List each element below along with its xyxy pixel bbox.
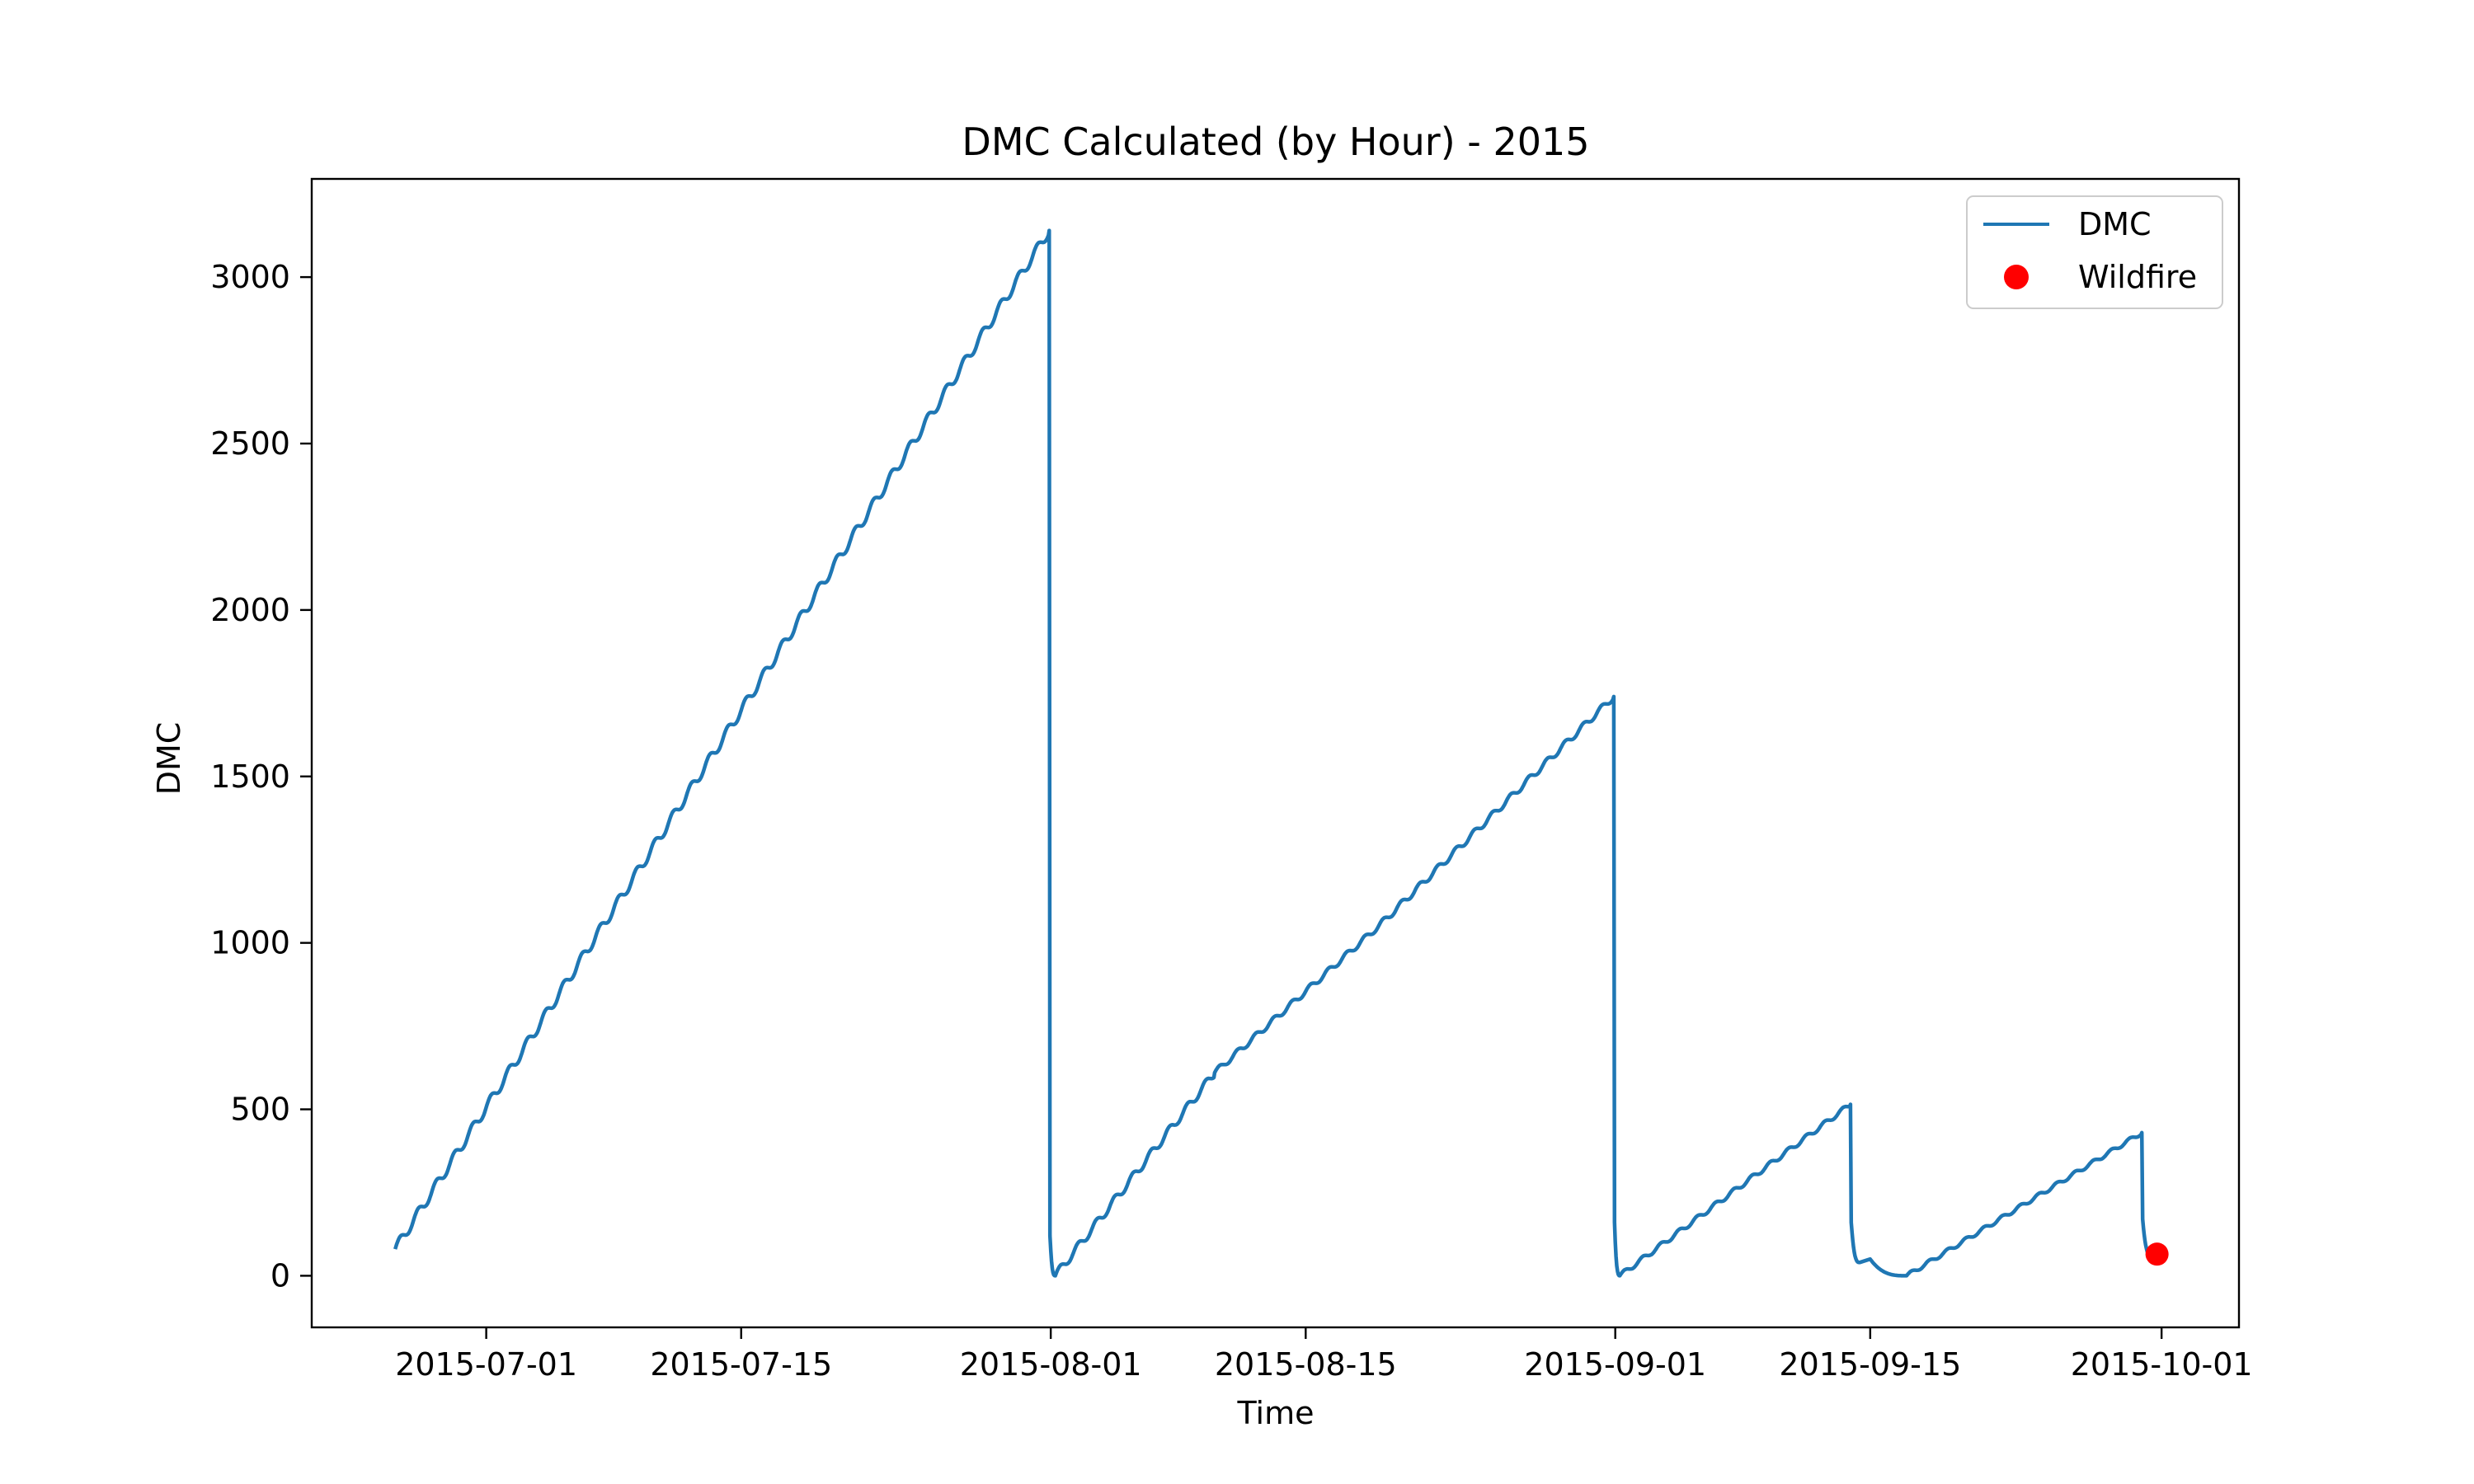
wildfire-point [2145,1242,2169,1266]
x-tick-label: 2015-07-15 [650,1346,832,1383]
legend: DMC Wildfire [1966,195,2223,309]
y-tick-label: 2500 [210,425,290,462]
legend-wildfire-dot-marker [2004,265,2029,289]
plot-area [310,177,2241,1329]
y-tick-label: 500 [230,1092,290,1128]
y-tick-label: 0 [270,1257,290,1294]
plot-border [310,177,2241,1329]
y-tick-label: 1500 [210,758,290,795]
plot-background [312,179,2239,1327]
x-tick-label: 2015-07-01 [395,1346,577,1383]
dmc-series-line [393,228,2154,1278]
legend-wildfire-label: Wildfire [2078,259,2197,295]
y-axis: 0 500 1000 1500 2000 2500 3000 [210,259,312,1294]
legend-dmc-label: DMC [2078,206,2152,242]
y-tick-label: 3000 [210,259,290,295]
y-tick-label: 2000 [210,592,290,628]
x-tick-label: 2015-08-15 [1215,1346,1397,1383]
x-axis: 2015-07-01 2015-07-15 2015-08-01 2015-08-15… [395,1327,2253,1383]
x-axis-label: Time [1237,1395,1315,1431]
x-tick-label: 2015-10-01 [2071,1346,2253,1383]
x-tick-label: 2015-08-01 [960,1346,1142,1383]
y-axis-label: DMC [151,722,187,796]
y-tick-label: 1000 [210,925,290,961]
x-tick-label: 2015-09-15 [1779,1346,1961,1383]
x-tick-label: 2015-09-01 [1524,1346,1706,1383]
series-layer [393,228,2169,1278]
chart-title: DMC Calculated (by Hour) - 2015 [962,120,1589,164]
